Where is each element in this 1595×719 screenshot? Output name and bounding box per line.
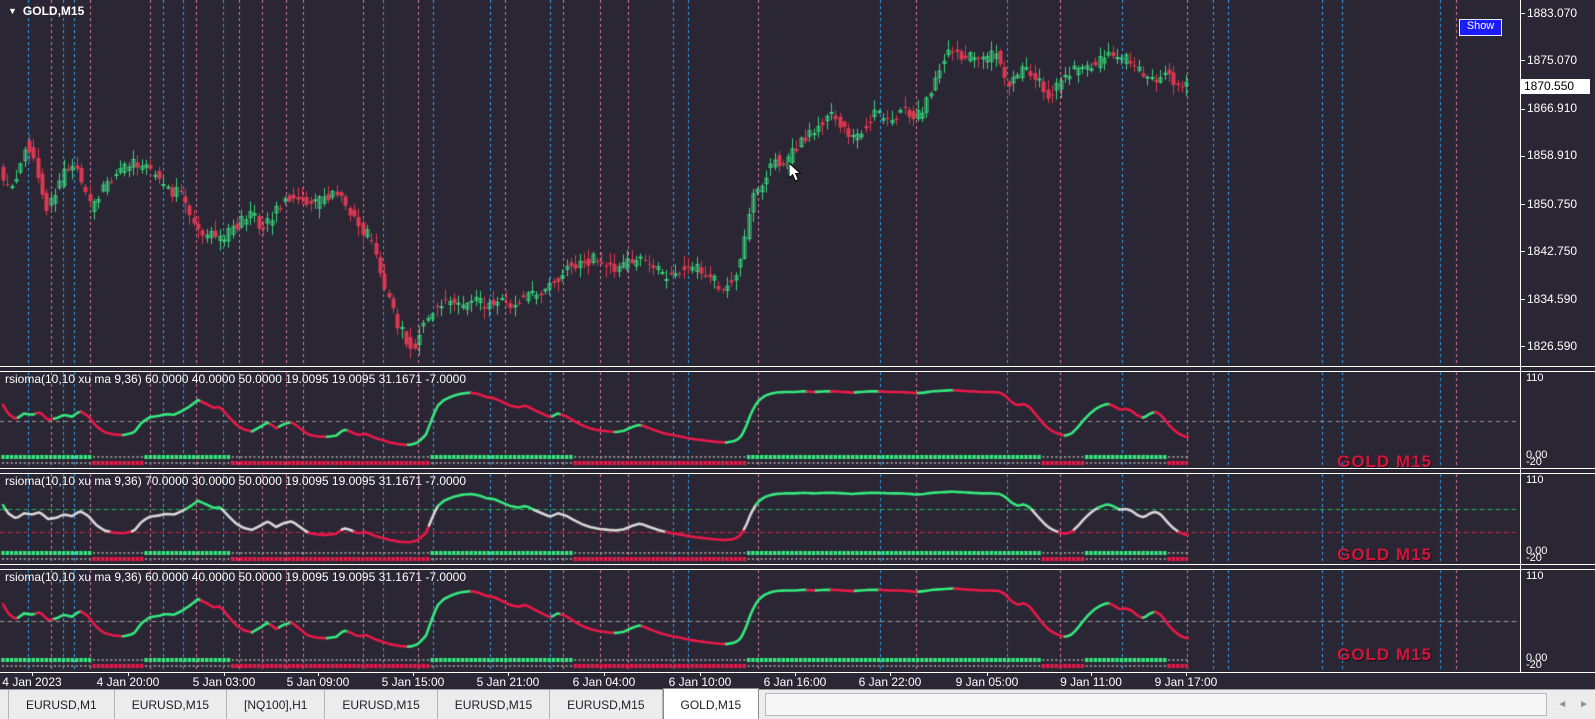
time-axis-label: 5 Jan 15:00 [381,675,445,689]
time-axis-label: 9 Jan 17:00 [1154,675,1218,689]
chart-tab-eurusd-m15[interactable]: EURUSD,M15 [325,690,438,719]
indicator-scale-zero: 0.00 [1526,449,1548,461]
time-tick-mark [224,673,225,676]
panel-separator[interactable] [0,366,1595,372]
time-tick-mark [987,673,988,676]
time-tick-mark [508,673,509,676]
time-tick-mark [413,673,414,676]
chart-canvas[interactable] [0,0,1520,672]
tab-bar-empty-area [765,693,1548,716]
price-tick-mark [1521,108,1525,110]
chart-tab-gold-m15[interactable]: GOLD,M15 [662,688,760,719]
tab-scroll-left-icon[interactable]: ◄ [1557,699,1568,710]
panel-watermark-3: GOLD M15 [1337,645,1432,664]
chart-symbol-label[interactable]: ▼ GOLD,M15 [8,4,84,18]
price-tick-mark [1521,203,1525,205]
time-tick-mark [1186,673,1187,676]
tab-scroll-right-icon[interactable]: ► [1579,699,1589,710]
time-axis-label: 6 Jan 22:00 [858,675,922,689]
time-tick-mark [700,673,701,676]
time-axis-border [0,672,1595,673]
time-axis-label: 6 Jan 04:00 [572,675,636,689]
indicator-label-1: rsioma(10,10 xu ma 9,36) 60.0000 40.0000… [5,372,467,386]
chart-tab-eurusd-m15[interactable]: EURUSD,M15 [438,690,551,719]
price-tick-mark [1521,155,1525,157]
time-axis-label: 5 Jan 03:00 [192,675,256,689]
time-tick-mark [795,673,796,676]
time-axis-label: 9 Jan 05:00 [955,675,1019,689]
indicator-scale-min: -20 [1526,456,1542,468]
price-tick-label: 1842.750 [1521,244,1577,258]
price-tick-label: 1875.070 [1521,53,1577,67]
time-axis-label: 6 Jan 16:00 [763,675,827,689]
time-tick-mark [890,673,891,676]
panel-separator[interactable] [0,564,1595,570]
price-tick-mark [1521,60,1525,62]
price-tick-label: 1826.590 [1521,339,1577,353]
show-button[interactable]: Show [1459,19,1502,36]
chart-tab-eurusd-m1[interactable]: EURUSD,M1 [8,690,115,719]
price-tick-mark [1521,13,1525,15]
chart-tab-eurusd-m15[interactable]: EURUSD,M15 [115,690,228,719]
indicator-scale-zero: 0.00 [1526,545,1548,557]
mouse-cursor [788,162,802,182]
panel-separator[interactable] [0,468,1595,474]
time-axis-label: 9 Jan 11:00 [1060,675,1122,689]
time-tick-mark [1091,673,1092,676]
price-axis-border [1520,0,1521,672]
indicator-scale-max: 110 [1526,372,1544,384]
indicator-scale-zero: 0.00 [1526,652,1548,664]
time-axis-label: 5 Jan 09:00 [286,675,350,689]
price-tick-mark [1521,346,1525,348]
panel-watermark-1: GOLD M15 [1337,452,1432,471]
price-scale[interactable]: 1870.550 110 0.00 -20 110 0.00 -20 110 0… [1520,0,1595,672]
symbol-timeframe-text: GOLD,M15 [22,4,85,18]
chevron-down-icon[interactable]: ▼ [8,6,17,16]
time-tick-mark [604,673,605,676]
price-tick-label: 1866.910 [1521,101,1577,115]
chart-tab--nq100-h1[interactable]: [NQ100],H1 [227,690,326,719]
chart-tab-eurusd-m15[interactable]: EURUSD,M15 [550,690,663,719]
time-axis-label: 6 Jan 10:00 [668,675,732,689]
time-tick-mark [128,673,129,676]
indicator-scale-min: -20 [1526,659,1542,671]
indicator-scale-max: 110 [1526,570,1544,582]
current-price-box: 1870.550 [1520,78,1590,94]
chart-tab-bar: EURUSD,M1 EURUSD,M15 [NQ100],H1 EURUSD,M15 E… [0,688,1595,719]
time-axis[interactable]: 4 Jan 2023 4 Jan 20:00 5 Jan 03:00 5 Jan 09… [0,673,1520,689]
time-tick-mark [318,673,319,676]
price-tick-label: 1883.070 [1521,6,1577,20]
time-axis-label: 4 Jan 20:00 [96,675,160,689]
time-axis-label: 4 Jan 2023 [2,675,62,689]
indicator-label-3: rsioma(10,10 xu ma 9,36) 60.0000 40.0000… [5,570,467,584]
price-tick-label: 1834.590 [1521,292,1577,306]
panel-watermark-2: GOLD M15 [1337,545,1432,564]
price-tick-label: 1850.750 [1521,197,1577,211]
time-axis-label: 5 Jan 21:00 [476,675,540,689]
price-tick-mark [1521,299,1525,301]
indicator-scale-min: -20 [1526,552,1542,564]
indicator-label-2: rsioma(10,10 xu ma 9,36) 70.0000 30.0000… [5,474,467,488]
price-tick-label: 1858.910 [1521,148,1577,162]
price-tick-mark [1521,251,1525,253]
time-tick-mark [32,673,33,676]
indicator-scale-max: 110 [1526,474,1544,486]
